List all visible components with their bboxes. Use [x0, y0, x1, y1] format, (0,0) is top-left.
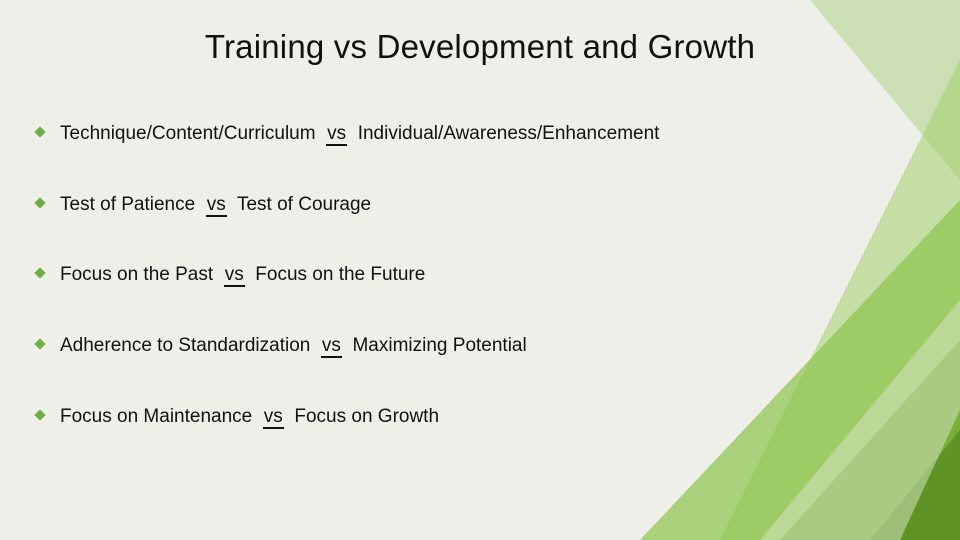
bullet-left: Focus on Maintenance [60, 406, 252, 427]
list-item: Focus on Maintenance vs Focus on Growth [30, 405, 760, 430]
list-item: Adherence to Standardization vs Maximizi… [30, 334, 760, 359]
bullet-list: Technique/Content/Curriculum vs Individu… [30, 122, 760, 475]
list-item: Focus on the Past vs Focus on the Future [30, 263, 760, 288]
bullet-right: Focus on Growth [294, 406, 439, 427]
bullet-vs: vs [224, 264, 245, 287]
slide: Training vs Development and Growth Techn… [0, 0, 960, 540]
slide-title: Training vs Development and Growth [0, 28, 960, 66]
bullet-left: Focus on the Past [60, 264, 213, 285]
bullet-left: Technique/Content/Curriculum [60, 123, 316, 144]
list-item: Test of Patience vs Test of Courage [30, 193, 760, 218]
bullet-left: Test of Patience [60, 194, 195, 215]
bullet-left: Adherence to Standardization [60, 335, 310, 356]
bullet-right: Maximizing Potential [352, 335, 526, 356]
bullet-right: Individual/Awareness/Enhancement [358, 123, 660, 144]
bullet-vs: vs [206, 194, 227, 217]
bullet-vs: vs [263, 406, 284, 429]
bullet-right: Test of Courage [237, 194, 371, 215]
bullet-right: Focus on the Future [255, 264, 425, 285]
bullet-vs: vs [326, 123, 347, 146]
list-item: Technique/Content/Curriculum vs Individu… [30, 122, 760, 147]
bullet-vs: vs [321, 335, 342, 358]
